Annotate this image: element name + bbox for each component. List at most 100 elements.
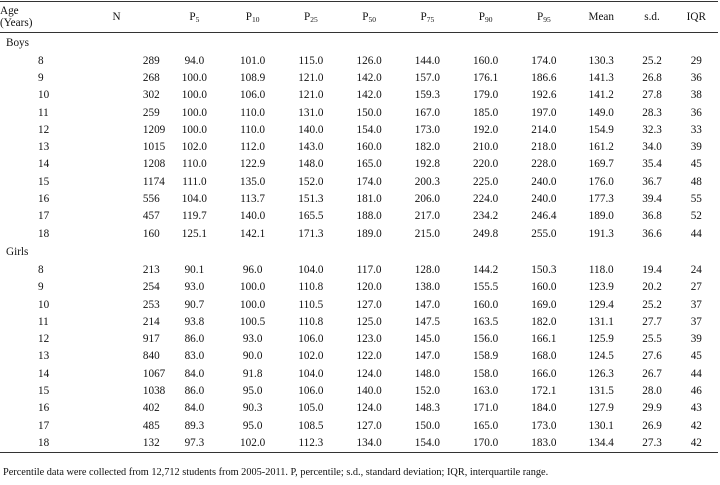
table-cell: 112.0: [240, 141, 265, 154]
table-cell: 84.0: [184, 367, 205, 380]
table-cell: 150.3: [531, 263, 557, 276]
table-cell: 152.0: [414, 384, 440, 397]
table-row: 16 402 84.0 90.3 105.0 124.0 148.3 171.0 184.0 12…: [0, 400, 718, 417]
table-cell: 34.0: [642, 141, 662, 154]
table-row: 12 1209 100.0 110.0 140.0 154.0 173.0 192.0 214.…: [0, 121, 718, 138]
table-cell: 90.0: [242, 350, 263, 363]
table-cell: 25.5: [642, 333, 662, 346]
table-cell: 101.0: [240, 54, 266, 67]
table-cell: 52: [690, 210, 702, 223]
table-cell: 124.0: [356, 402, 382, 415]
table-cell: 457: [142, 210, 160, 223]
header-p-label: P: [362, 10, 369, 23]
table-cell: 556: [142, 193, 160, 206]
table-cell: 1067: [142, 367, 166, 380]
table-cell: 169.7: [588, 158, 614, 171]
table-cell: 224.0: [473, 193, 499, 206]
table-row: 10 253 90.7 100.0 110.5 127.0 147.0 160.0 169.0 1…: [0, 296, 718, 313]
table-cell: 102.0: [181, 141, 207, 154]
table-row: 15 1038 86.0 95.0 106.0 140.0 152.0 163.0 172.1 1…: [0, 382, 718, 399]
table-cell: 121.0: [298, 71, 324, 84]
table-cell: 192.8: [414, 158, 440, 171]
table-cell: 86.0: [184, 333, 205, 346]
table-cell: 26.7: [642, 367, 662, 380]
table-cell: 182.0: [531, 315, 557, 328]
table-cell: 246.4: [531, 210, 557, 223]
table-row: 11 214 93.8 100.5 110.8 125.0 147.5 163.5 182.0 1…: [0, 313, 718, 330]
table-row: 14 1067 84.0 91.8 104.0 124.0 148.0 158.0 166.0 1…: [0, 365, 718, 382]
table-cell: 183.0: [514, 434, 573, 453]
table-cell: 130.1: [588, 419, 614, 432]
table-cell: 131.0: [298, 106, 324, 119]
table-cell: 485: [142, 419, 160, 432]
table-cell: 89.3: [184, 419, 205, 432]
table-cell: 185.0: [473, 106, 499, 119]
table-cell: 168.0: [531, 350, 557, 363]
table-cell: 131.5: [588, 384, 614, 397]
table-cell: 104.0: [181, 193, 207, 206]
table-cell: 143.0: [298, 141, 324, 154]
table-cell: 12: [38, 123, 50, 136]
header-n: N: [67, 1, 166, 33]
table-cell: 93.0: [242, 333, 263, 346]
table-cell: 110.8: [298, 281, 324, 294]
table-cell: 104.0: [298, 367, 324, 380]
table-cell: 302: [142, 89, 160, 102]
table-cell: 26.8: [642, 71, 662, 84]
table-cell: 145.0: [414, 333, 440, 346]
table-cell: 29.9: [642, 402, 662, 415]
header-p10: P10: [223, 1, 282, 33]
table-cell: 25.2: [642, 298, 662, 311]
table-cell: 100.0: [181, 106, 207, 119]
table-cell: 166.0: [531, 367, 557, 380]
table-row: 15 1174 111.0 135.0 152.0 174.0 200.3 225.0 240.…: [0, 173, 718, 190]
table-cell: 1208: [142, 158, 166, 171]
table-cell: 27.7: [642, 315, 662, 328]
table-cell: 213: [142, 263, 160, 276]
table-row: 8 289 94.0 101.0 115.0 126.0 144.0 160.0 174.0 13…: [0, 52, 718, 69]
table-row: 9 254 93.0 100.0 110.8 120.0 138.0 155.5 160.0 12…: [0, 279, 718, 296]
table-cell: 36: [690, 106, 702, 119]
table-cell: 402: [142, 402, 160, 415]
header-p-subscript: 5: [195, 14, 200, 24]
table-cell: 1209: [142, 123, 166, 136]
header-p-subscript: 50: [368, 14, 376, 24]
table-cell: 124.0: [356, 367, 382, 380]
header-p90: P90: [456, 1, 515, 33]
table-cell: 148.3: [414, 402, 440, 415]
table-cell: 93.8: [184, 315, 205, 328]
table-cell: 95.0: [242, 419, 263, 432]
table-cell: 122.0: [356, 350, 382, 363]
table-row: 13 840 83.0 90.0 102.0 122.0 147.0 158.9 168.0 12…: [0, 348, 718, 365]
table-cell: 91.8: [242, 367, 263, 380]
table-cell: 119.7: [181, 210, 207, 223]
table-cell: 28.3: [642, 106, 662, 119]
table-cell: 169.0: [531, 298, 557, 311]
table-cell: 120.0: [356, 281, 382, 294]
table-cell: 289: [142, 54, 160, 67]
table-cell: 106.0: [298, 384, 324, 397]
table-row: 10 302 100.0 106.0 121.0 142.0 159.3 179.0 192.6…: [0, 87, 718, 104]
table-cell: 147.0: [414, 298, 440, 311]
table-row: 8 213 90.1 96.0 104.0 117.0 128.0 144.2 150.3 118…: [0, 261, 718, 278]
table-cell: 13: [38, 350, 50, 363]
table-cell: 160.0: [531, 281, 557, 294]
header-iqr-label: IQR: [686, 11, 706, 23]
table-cell: 134.4: [573, 434, 630, 453]
table-cell: 171.3: [298, 227, 324, 240]
table-cell: 210.0: [473, 141, 499, 154]
header-p-subscript: 75: [426, 14, 435, 24]
table-cell: 240.0: [531, 193, 557, 206]
header-p-label: P: [478, 10, 485, 23]
table-cell: 55: [690, 193, 702, 206]
table-cell: 131.1: [588, 315, 614, 328]
table-cell: 11: [38, 106, 49, 119]
table-cell: 840: [142, 350, 160, 363]
table-cell: 39: [690, 333, 702, 346]
table-cell: 150.0: [414, 419, 440, 432]
table-cell: 176.0: [588, 175, 614, 188]
table-cell: 37: [690, 315, 702, 328]
table-cell: 128.0: [414, 263, 440, 276]
table-cell: 27.6: [642, 350, 662, 363]
table-cell: 42: [690, 419, 702, 432]
